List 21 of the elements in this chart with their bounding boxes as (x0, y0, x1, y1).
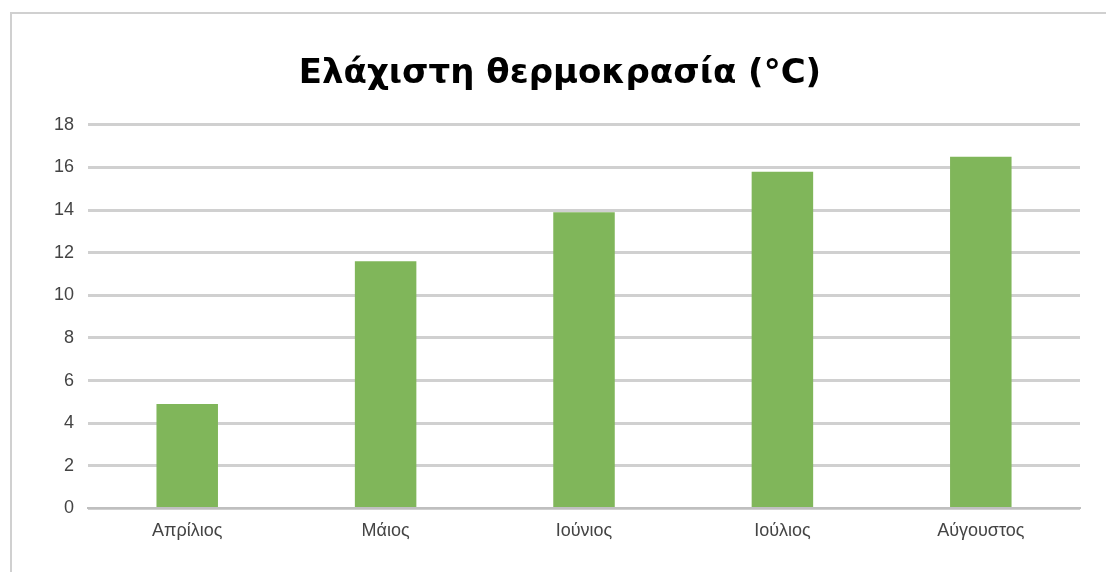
bar (751, 171, 814, 507)
x-tick-label: Ιούνιος (555, 520, 613, 541)
bar (156, 403, 218, 507)
y-tick-label: 10 (53, 284, 75, 305)
y-tick-label: 12 (53, 241, 75, 262)
bar (950, 156, 1012, 507)
y-tick-label: 8 (64, 326, 75, 347)
y-tick-label: 2 (64, 454, 75, 475)
y-tick-label: 0 (64, 497, 75, 518)
y-tick-label: 14 (53, 199, 75, 220)
y-tick-label: 18 (53, 113, 75, 134)
y-tick-label: 6 (64, 369, 75, 390)
y-tick-label: 16 (53, 156, 75, 177)
x-tick-label: Ιούλιος (754, 520, 811, 541)
chart-title: Ελάχιστη θερμοκρασία (°C) (298, 51, 822, 92)
bar (553, 212, 615, 507)
x-tick-label: Μάιος (361, 520, 410, 541)
x-tick-label: Αύγουστος (937, 520, 1025, 541)
x-tick-label: Απρίλιος (152, 520, 223, 541)
y-tick-label: 4 (64, 412, 75, 433)
bar (354, 261, 417, 507)
